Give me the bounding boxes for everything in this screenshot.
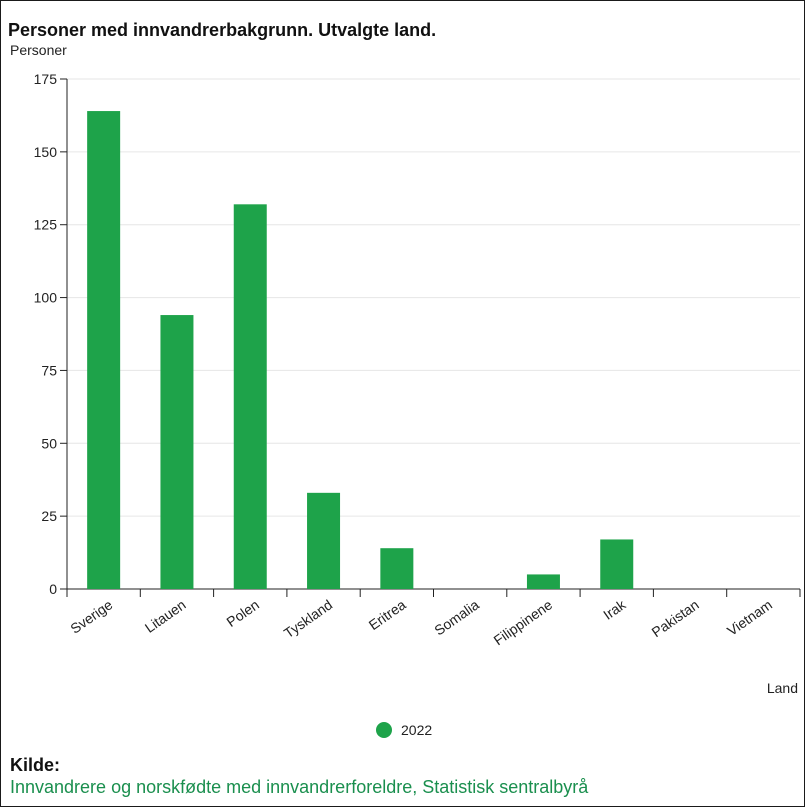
x-axis-label: Land [766, 680, 798, 696]
y-tick-label: 75 [41, 362, 57, 378]
bar-litauen [160, 315, 194, 589]
bar-polen [233, 204, 267, 590]
y-tick-label: 25 [41, 508, 57, 524]
legend-label: 2022 [401, 722, 433, 738]
y-axis-label: Personer [10, 42, 67, 58]
bar-sverige [87, 111, 121, 590]
x-tick-label: Eritrea [366, 596, 409, 633]
source-text: Innvandrere og norskfødte med innvandrer… [10, 777, 589, 797]
x-tick-label: Irak [600, 596, 629, 623]
x-tick-label: Polen [223, 596, 262, 630]
bar-irak [600, 539, 634, 589]
legend[interactable]: 2022 [376, 722, 432, 738]
x-tick-label: Tyskland [281, 596, 335, 641]
x-tick-label: Sverige [67, 596, 115, 636]
bar-tyskland [307, 492, 341, 589]
source-heading: Kilde: [10, 755, 61, 775]
legend-swatch [376, 722, 392, 738]
y-tick-label: 50 [41, 435, 57, 451]
x-tick-label: Litauen [142, 596, 189, 635]
bar-filippinene [526, 574, 560, 589]
x-tick-label: Filippinene [491, 596, 556, 648]
chart-title: Personer med innvandrerbakgrunn. Utvalgt… [8, 20, 437, 40]
x-tick-label: Somalia [431, 596, 482, 638]
bar-eritrea [380, 548, 414, 589]
y-tick-label: 125 [34, 217, 58, 233]
y-tick-label: 0 [49, 581, 57, 597]
x-tick-label: Vietnam [724, 596, 775, 638]
y-tick-label: 100 [34, 290, 58, 306]
y-tick-label: 150 [34, 144, 58, 160]
x-tick-label: Pakistan [649, 596, 702, 640]
y-tick-label: 175 [34, 71, 58, 87]
